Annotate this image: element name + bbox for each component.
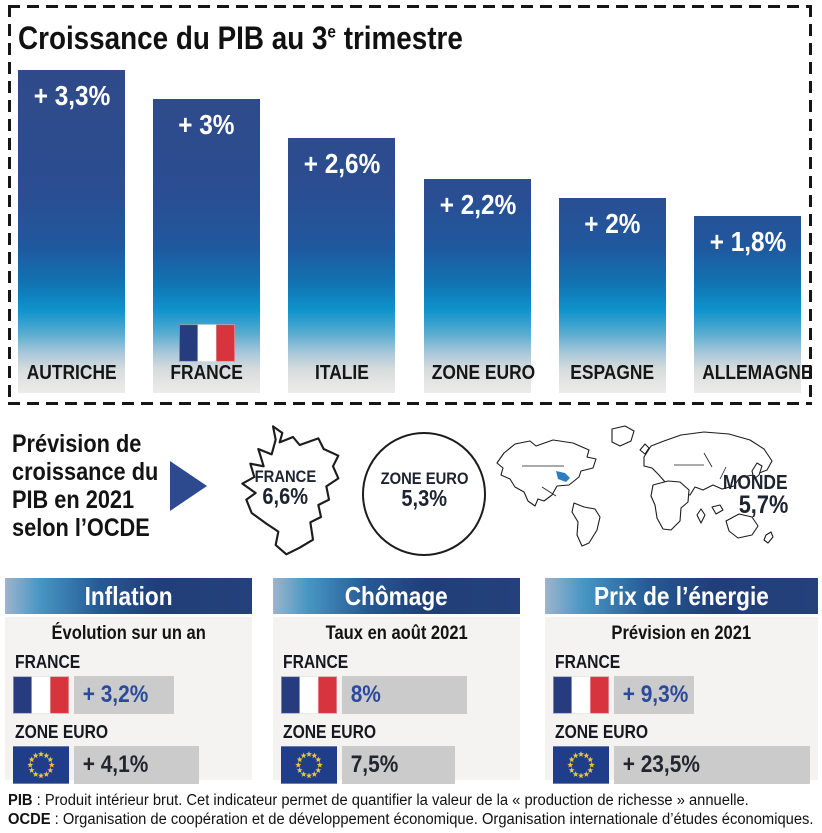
row-zone-euro: + 23,5% [553,746,810,784]
bar-espagne: + 2% ESPAGNE [559,198,666,393]
chart-frame-top [8,5,812,8]
bar-category-label: FRANCE [170,362,243,384]
panel-prix-energie-title: Prix de l’énergie [545,578,818,614]
forecast-label: ZONE EURO [380,469,469,488]
bar-category-label: ALLEMAGNE [702,362,813,384]
value-box: 8% [342,676,467,714]
value-text: + 9,3% [622,681,689,708]
forecast-item-zone-euro: ZONE EURO 5,3% [374,470,474,510]
panel-inflation-body: Évolution sur un an FRANCE + 3,2% ZONE E… [5,617,252,784]
france-map-icon [213,421,349,565]
panel-inflation-title: Inflation [5,578,252,614]
eu-flag-icon [13,746,69,784]
row-label-zone-euro: ZONE EURO [283,722,377,742]
row-label-france: FRANCE [283,652,349,672]
value-text: 7,5% [350,751,399,778]
value-text: 8% [350,681,381,708]
eu-flag-icon [553,746,609,784]
panel-subtitle: Évolution sur un an [51,623,206,644]
panel-chomage: Chômage Taux en août 2021 FRANCE 8% ZONE… [273,578,520,784]
footer-line-pib: PIB : Produit intérieur brut. Cet indica… [8,792,749,809]
value-box: + 4,1% [74,746,199,784]
value-box: + 9,3% [614,676,694,714]
chart-frame-left [8,5,11,405]
footer-definitions: PIB : Produit intérieur brut. Cet indica… [8,791,822,829]
chart-frame-bottom [8,402,812,405]
chart-frame-right [809,5,812,405]
bar-zone-euro: + 2,2% ZONE EURO [424,179,536,393]
bar-italie: + 2,6% ITALIE [288,138,395,393]
value-box: 7,5% [342,746,455,784]
arrow-right-icon [170,461,207,511]
value-text: + 3,2% [82,681,149,708]
bar-value-label: + 2% [584,208,641,239]
forecast-value: 6,6% [262,483,308,509]
panel-subtitle: Taux en août 2021 [325,623,468,644]
forecast-intro-text: Prévision de croissance du PIB en 2021 s… [12,430,159,542]
row-label-zone-euro: ZONE EURO [555,722,649,742]
title-superscript: e [327,21,336,42]
france-flag-icon [178,324,235,362]
panel-chomage-title: Chômage [273,578,520,614]
forecast-label: MONDE [722,472,788,494]
france-flag-icon [13,676,69,714]
panel-inflation: Inflation Évolution sur un an FRANCE + 3… [5,578,252,784]
bar-france: + 3% FRANCE [153,99,260,393]
panel-subtitle: Prévision en 2021 [611,623,752,644]
forecast-value: 5,7% [738,491,789,519]
world-map-icon [494,421,794,565]
eu-flag-icon [281,746,337,784]
bar-allemagne: + 1,8% ALLEMAGNE [694,216,813,393]
panel-prix-energie: Prix de l’énergie Prévision en 2021 FRAN… [545,578,818,784]
france-flag-icon [281,676,337,714]
bar-value-label: + 2,6% [303,148,380,179]
value-box: + 23,5% [614,746,810,784]
bar-category-label: ITALIE [314,362,369,384]
bar-category-label: ZONE EURO [431,362,536,384]
row-france: + 9,3% [553,676,810,714]
panel-chomage-body: Taux en août 2021 FRANCE 8% ZONE EURO 7,… [273,617,520,784]
france-flag-icon [553,676,609,714]
page-title: Croissance du PIB au 3e trimestre [18,20,463,56]
value-box: + 3,2% [74,676,174,714]
value-text: + 4,1% [82,751,149,778]
row-label-france: FRANCE [555,652,621,672]
row-label-france: FRANCE [15,652,81,672]
forecast-value: 5,3% [401,485,447,511]
bar-category-label: AUTRICHE [26,362,117,384]
row-zone-euro: 7,5% [281,746,512,784]
forecast-item-monde: MONDE 5,7% [700,473,792,518]
bar-value-label: + 3% [178,109,235,140]
row-france: + 3,2% [13,676,244,714]
bar-value-label: + 1,8% [709,226,786,257]
panel-prix-energie-body: Prévision en 2021 FRANCE + 9,3% ZONE EUR… [545,617,818,784]
forecast-label: FRANCE [254,467,316,486]
row-france: 8% [281,676,512,714]
row-label-zone-euro: ZONE EURO [15,722,109,742]
zone-euro-circle-icon [362,432,486,556]
bar-value-label: + 3,3% [33,80,110,111]
bar-value-label: + 2,2% [439,189,516,220]
bar-category-label: ESPAGNE [570,362,655,384]
bar-autriche: + 3,3% AUTRICHE [18,70,125,393]
value-text: + 23,5% [622,751,700,778]
row-zone-euro: + 4,1% [13,746,244,784]
footer-line-ocde: OCDE : Organisation de coopération et de… [8,811,814,828]
forecast-item-france: FRANCE 6,6% [235,468,335,508]
